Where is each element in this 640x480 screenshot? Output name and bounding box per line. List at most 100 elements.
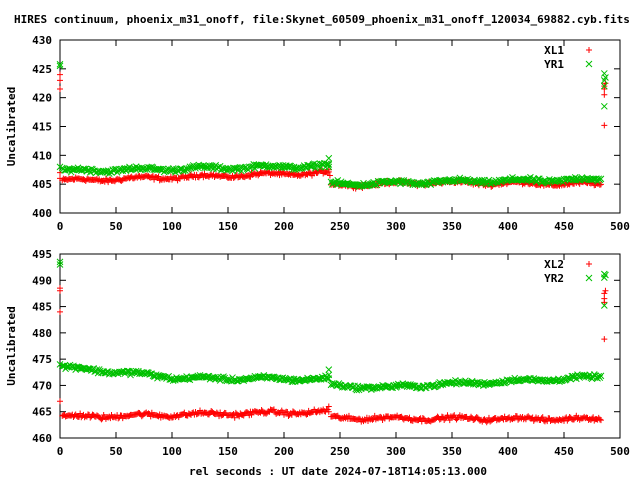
data-point xyxy=(269,373,277,381)
data-point xyxy=(364,182,372,189)
data-point xyxy=(57,398,63,405)
data-point xyxy=(539,414,546,421)
data-point xyxy=(602,271,609,279)
data-point xyxy=(586,261,592,267)
data-point xyxy=(586,47,592,53)
data-point xyxy=(409,382,417,389)
series-xl2 xyxy=(57,285,609,426)
data-point xyxy=(56,258,64,266)
y-tick-label: 475 xyxy=(32,353,52,366)
data-point xyxy=(329,179,337,187)
data-point xyxy=(303,411,310,418)
x-tick-label: 500 xyxy=(610,220,630,233)
data-point xyxy=(596,416,603,423)
y-tick-label: 405 xyxy=(32,178,52,191)
y-axis-label: Uncalibrated xyxy=(5,87,18,166)
data-point xyxy=(594,374,601,382)
data-point xyxy=(325,163,333,171)
legend-label: XL1 xyxy=(544,44,564,57)
data-point xyxy=(530,417,537,424)
data-point xyxy=(596,374,604,382)
data-point xyxy=(325,161,333,168)
data-point xyxy=(56,60,64,68)
data-point xyxy=(602,287,609,294)
data-point xyxy=(204,372,212,380)
y-tick-label: 465 xyxy=(32,406,52,419)
data-point xyxy=(57,86,63,93)
x-tick-label: 500 xyxy=(610,445,630,458)
data-point xyxy=(474,178,482,185)
series-yr2 xyxy=(56,258,609,394)
data-point xyxy=(325,166,332,173)
legend-marker xyxy=(585,274,593,282)
data-point xyxy=(384,382,392,390)
data-point xyxy=(86,169,94,176)
y-tick-label: 420 xyxy=(32,92,52,105)
legend-marker xyxy=(586,261,592,267)
data-point xyxy=(325,366,333,374)
y-tick-label: 410 xyxy=(32,149,52,162)
data-point xyxy=(325,371,333,379)
data-point xyxy=(56,361,64,368)
y-tick-label: 460 xyxy=(32,432,52,445)
x-tick-label: 100 xyxy=(162,220,182,233)
chart-title: HIRES continuum, phoenix_m31_onoff, file… xyxy=(14,13,630,26)
data-point xyxy=(468,413,475,420)
y-tick-label: 490 xyxy=(32,274,52,287)
data-point xyxy=(356,415,363,422)
data-point xyxy=(56,62,64,70)
data-point xyxy=(136,410,143,417)
data-point xyxy=(73,363,81,371)
data-point xyxy=(57,175,63,182)
data-point xyxy=(258,407,265,414)
data-point xyxy=(583,372,590,380)
data-point xyxy=(597,175,605,183)
x-tick-label: 450 xyxy=(554,220,574,233)
data-point xyxy=(597,417,604,424)
data-point xyxy=(438,413,445,420)
data-point xyxy=(585,274,593,282)
data-point xyxy=(398,177,405,184)
y-tick-label: 425 xyxy=(32,63,52,76)
data-point xyxy=(601,336,608,343)
y-tick-label: 485 xyxy=(32,301,52,314)
data-point xyxy=(483,419,490,426)
panel-1: 0 50 100 150 200 250 300 350 400 450 500 400 405 410 4… xyxy=(5,34,630,233)
data-point xyxy=(602,74,609,81)
x-tick-label: 250 xyxy=(330,220,350,233)
legend-marker xyxy=(585,60,593,68)
x-tick-label: 0 xyxy=(57,220,64,233)
x-axis-label: rel seconds : UT date 2024-07-18T14:05:1… xyxy=(189,465,487,478)
data-point xyxy=(57,287,63,294)
data-point xyxy=(325,408,332,415)
data-point xyxy=(451,412,458,419)
panel-2: 0 50 100 150 200 250 300 350 400 450 500 460 465 470 4… xyxy=(5,248,630,458)
x-tick-label: 100 xyxy=(162,445,182,458)
data-point xyxy=(601,86,608,93)
data-point xyxy=(306,162,314,170)
data-point xyxy=(231,414,238,421)
y-tick-label: 470 xyxy=(32,379,52,392)
data-point xyxy=(387,177,394,185)
x-tick-label: 300 xyxy=(386,220,406,233)
data-point xyxy=(145,410,152,417)
data-point xyxy=(601,122,608,129)
series-yr1 xyxy=(56,60,609,191)
data-point xyxy=(601,91,608,98)
data-point xyxy=(184,375,192,383)
data-point xyxy=(325,154,333,162)
data-point xyxy=(601,290,608,297)
y-axis-label: Uncalibrated xyxy=(5,306,18,385)
x-tick-label: 150 xyxy=(218,445,238,458)
data-point xyxy=(255,172,262,179)
x-tick-label: 200 xyxy=(274,220,294,233)
data-point xyxy=(585,60,593,68)
legend-label: YR2 xyxy=(544,272,564,285)
x-tick-label: 50 xyxy=(109,220,122,233)
series-xl1 xyxy=(57,71,609,192)
data-point xyxy=(600,102,608,110)
x-tick-label: 400 xyxy=(498,445,518,458)
x-tick-label: 250 xyxy=(330,445,350,458)
data-point xyxy=(57,71,63,78)
